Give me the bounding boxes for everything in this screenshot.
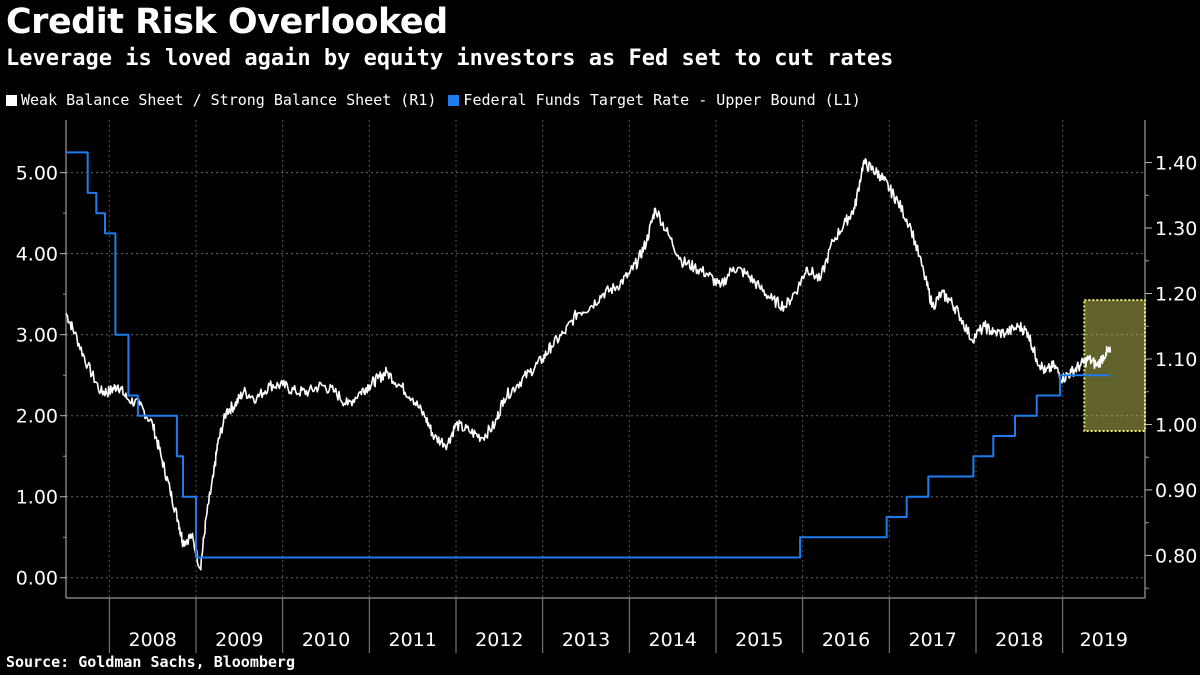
right-tick-label: 1.10 [1155, 349, 1197, 371]
right-tick-label: 0.80 [1155, 545, 1197, 567]
x-tick-label: 2009 [215, 629, 263, 651]
series-lines [65, 151, 1112, 571]
left-tick-label: 4.00 [16, 244, 58, 266]
chart-title: Credit Risk Overlooked [6, 2, 448, 42]
right-tick-label: 1.20 [1155, 284, 1197, 306]
legend-swatch-white [6, 94, 17, 106]
left-tick-label: 5.00 [16, 163, 58, 185]
x-axis: 2008 2009 2010 2011 2012 2013 2014 2015 2016 2017… [66, 597, 1145, 653]
source-note: Source: Goldman Sachs, Bloomberg [6, 653, 295, 671]
x-tick-label: 2017 [908, 629, 956, 651]
x-tick-label: 2015 [735, 629, 783, 651]
x-tick-label: 2013 [562, 629, 610, 651]
right-tick-label: 1.30 [1155, 218, 1197, 240]
right-axis: 0.80 0.90 1.00 1.10 1.20 1.30 1.40 [1144, 120, 1197, 598]
legend-swatch-blue [448, 94, 460, 106]
left-tick-label: 3.00 [16, 325, 58, 347]
x-tick-label: 2019 [1080, 629, 1128, 651]
legend-label-balance-sheet: Weak Balance Sheet / Strong Balance Shee… [21, 91, 437, 109]
chart-legend: Weak Balance Sheet / Strong Balance Shee… [6, 91, 873, 109]
legend-item-balance-sheet: Weak Balance Sheet / Strong Balance Shee… [6, 91, 436, 109]
legend-item-fed-funds: Federal Funds Target Rate - Upper Bound … [448, 91, 861, 109]
right-tick-label: 0.90 [1155, 480, 1197, 502]
x-tick-label: 2014 [648, 629, 696, 651]
right-tick-label: 1.40 [1155, 153, 1197, 175]
right-tick-label: 1.00 [1155, 414, 1197, 436]
x-tick-label: 2018 [995, 629, 1043, 651]
x-tick-label: 2016 [822, 629, 870, 651]
x-tick-label: 2011 [388, 629, 436, 651]
legend-label-fed-funds: Federal Funds Target Rate - Upper Bound … [463, 91, 861, 109]
left-tick-label: 2.00 [16, 406, 58, 428]
x-tick-label: 2012 [475, 629, 523, 651]
series-line-fed-funds-rate [66, 151, 1111, 559]
left-tick-label: 1.00 [16, 487, 58, 509]
x-tick-label: 2008 [128, 629, 176, 651]
x-tick-label: 2010 [302, 629, 350, 651]
left-axis: 0.00 1.00 2.00 3.00 4.00 5.00 [16, 120, 67, 598]
grid-lines [66, 120, 1145, 598]
left-tick-label: 0.00 [16, 568, 58, 590]
chart-subtitle: Leverage is loved again by equity invest… [6, 46, 894, 71]
series-line-balance-sheet-ratio [65, 158, 1112, 571]
